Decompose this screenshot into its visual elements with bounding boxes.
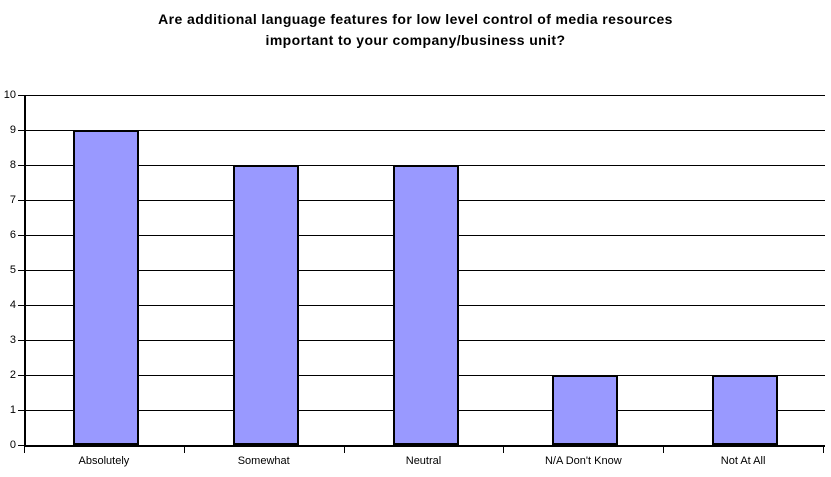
y-axis-tick-label: 1	[9, 404, 16, 416]
gridline	[26, 130, 825, 131]
y-axis-tick-label: 9	[9, 124, 16, 136]
y-axis-tick	[18, 95, 24, 96]
category-label: Neutral	[405, 455, 442, 467]
y-axis-tick-label: 8	[9, 159, 16, 171]
y-axis-tick	[18, 200, 24, 201]
chart-title: Are additional language features for low…	[0, 9, 831, 51]
bar	[392, 165, 459, 445]
chart-title-line-1: Are additional language features for low…	[158, 11, 673, 27]
category-label: Somewhat	[237, 455, 290, 467]
y-axis-tick-label: 2	[9, 369, 16, 381]
bar	[72, 130, 139, 445]
y-axis-tick-label: 10	[3, 89, 16, 101]
y-axis-tick-label: 7	[9, 194, 16, 206]
x-axis-tick	[823, 447, 824, 453]
chart-title-line-2: important to your company/business unit?	[265, 32, 566, 48]
bar	[232, 165, 299, 445]
x-axis-tick	[503, 447, 505, 453]
y-axis-tick	[18, 270, 24, 271]
x-axis-tick	[343, 447, 345, 453]
y-axis-tick-label: 6	[9, 229, 16, 241]
y-axis-tick	[18, 375, 24, 376]
y-axis-tick	[18, 165, 24, 166]
category-label: Absolutely	[78, 455, 130, 467]
y-axis-tick	[18, 305, 24, 306]
plot-area	[24, 95, 825, 447]
category-label: Not At All	[720, 455, 766, 467]
y-axis-tick	[18, 445, 24, 446]
y-axis-tick-label: 5	[9, 264, 16, 276]
y-axis-tick	[18, 130, 24, 131]
x-axis-tick	[24, 447, 25, 453]
y-axis-tick-label: 4	[9, 299, 16, 311]
x-axis-tick	[663, 447, 665, 453]
category-label: N/A Don't Know	[544, 455, 622, 467]
bar	[552, 375, 619, 445]
bar	[712, 375, 779, 445]
gridline	[26, 95, 825, 96]
x-axis-tick	[183, 447, 185, 453]
y-axis-tick	[18, 410, 24, 411]
y-axis-tick	[18, 235, 24, 236]
y-axis-tick-label: 0	[9, 439, 16, 451]
y-axis-tick-label: 3	[9, 334, 16, 346]
y-axis-tick	[18, 340, 24, 341]
